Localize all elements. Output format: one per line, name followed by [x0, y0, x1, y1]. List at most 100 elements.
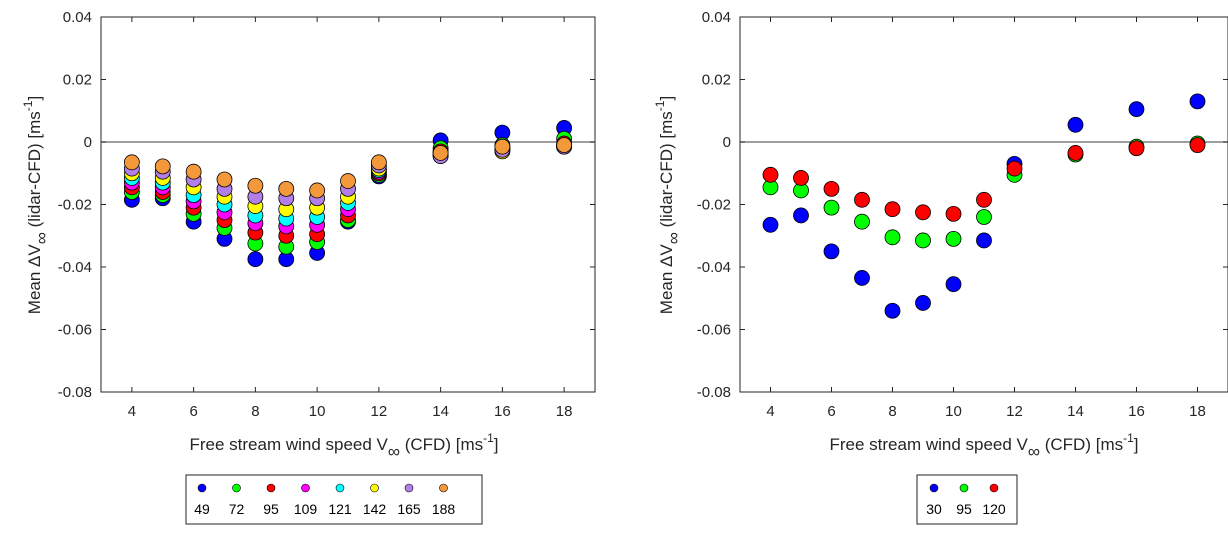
x-tick-label: 18	[556, 403, 573, 420]
y-axis-label: Mean ΔV∞ (lidar-CFD) [ms-1]	[21, 96, 51, 314]
x-tick-label: 16	[1128, 403, 1145, 420]
series-120	[762, 137, 1206, 222]
y-tick-label: 0.02	[702, 72, 731, 89]
data-point	[915, 295, 931, 311]
x-tick-label: 8	[888, 403, 896, 420]
data-point	[915, 204, 931, 221]
data-point	[823, 199, 840, 216]
data-point	[1189, 93, 1206, 110]
data-point	[432, 145, 449, 161]
data-point	[494, 138, 511, 155]
data-point	[823, 243, 840, 260]
data-point	[884, 229, 901, 246]
x-tick-label: 12	[371, 403, 388, 420]
y-tick-label: -0.08	[58, 384, 92, 401]
data-point	[123, 154, 140, 171]
data-point	[854, 213, 870, 230]
legend-marker	[929, 483, 939, 493]
legend-marker	[301, 483, 310, 493]
data-point	[556, 137, 573, 154]
legend-label: 95	[956, 501, 972, 517]
legend-marker	[404, 483, 414, 493]
data-point	[793, 207, 809, 224]
legend-label: 142	[363, 501, 387, 517]
x-tick-label: 14	[1067, 403, 1084, 420]
x-tick-label: 6	[827, 403, 835, 420]
y-tick-label: -0.06	[697, 322, 731, 339]
data-point	[1128, 140, 1145, 157]
x-tick-label: 4	[766, 403, 774, 420]
x-tick-label: 16	[494, 403, 511, 420]
legend-label: 49	[194, 501, 210, 517]
data-point	[945, 230, 962, 247]
x-tick-label: 10	[309, 403, 326, 420]
legend-label: 165	[397, 501, 421, 517]
legend-marker	[197, 483, 207, 493]
data-point	[762, 166, 779, 183]
x-axis-label: Free stream wind speed V∞ (CFD) [ms-1]	[829, 431, 1138, 461]
data-point	[154, 158, 171, 175]
legend: 30 95 120	[916, 474, 1018, 525]
y-axis-label: Mean ΔV∞ (lidar-CFD) [ms-1]	[653, 96, 683, 314]
y-tick-label: 0.04	[702, 9, 731, 26]
data-point	[309, 182, 326, 199]
y-tick-label: 0.02	[63, 72, 92, 89]
data-point	[793, 170, 809, 186]
y-tick-label: -0.02	[697, 197, 731, 214]
data-point	[216, 171, 233, 188]
chart-2: 4 6 8 10 12 14 16 18 -0.08 -0.06 -0.04 -0.02 0 0.02 0.…	[653, 9, 1228, 525]
chart-1: 4 6 8 10 12 14 16 18 -0.08 -0.06 -0.04 -0.02 0 0.02 0.…	[21, 9, 596, 525]
data-point	[762, 216, 779, 233]
x-tick-label: 10	[945, 403, 962, 420]
data-point	[854, 270, 870, 286]
x-tick-label: 18	[1189, 403, 1206, 420]
data-point	[976, 191, 992, 208]
x-tick-label: 12	[1006, 403, 1023, 420]
y-tick-label: -0.08	[697, 384, 731, 401]
data-point	[247, 177, 264, 194]
x-tick-label: 8	[251, 403, 259, 420]
legend-marker	[989, 483, 999, 493]
data-point	[1189, 137, 1206, 154]
legend-label: 188	[432, 501, 456, 517]
legend-marker	[959, 483, 969, 493]
legend-label: 30	[926, 501, 942, 517]
legend-label: 120	[982, 501, 1006, 517]
data-point	[976, 209, 992, 225]
legend-label: 95	[263, 501, 279, 517]
data-point	[370, 154, 387, 171]
data-point	[915, 232, 931, 249]
legend: 49 72 95 109 121 142 165 188	[185, 474, 483, 525]
y-tick-label: 0	[723, 134, 731, 151]
data-point	[1067, 145, 1084, 161]
x-tick-label: 4	[128, 403, 136, 420]
data-point	[247, 251, 264, 268]
y-tick-label: -0.04	[697, 259, 731, 276]
y-tick-label: -0.04	[58, 259, 92, 276]
legend-marker	[439, 483, 448, 493]
x-tick-label: 14	[432, 403, 449, 420]
legend-label: 121	[328, 501, 352, 517]
data-point	[884, 201, 901, 218]
data-point	[1067, 116, 1084, 133]
x-tick-label: 6	[189, 403, 197, 420]
data-point	[1006, 160, 1023, 177]
data-point	[884, 302, 901, 319]
data-point	[823, 180, 840, 197]
data-point	[185, 163, 202, 180]
y-tick-label: -0.02	[58, 197, 92, 214]
legend-marker	[335, 483, 345, 493]
legend-box	[916, 474, 1018, 525]
y-tick-label: -0.06	[58, 322, 92, 339]
data-point	[976, 232, 992, 249]
data-point	[854, 191, 870, 208]
data-point	[1128, 101, 1145, 118]
legend-marker	[266, 483, 276, 493]
data-point	[945, 276, 962, 293]
legend-label: 72	[229, 501, 245, 517]
legend-label: 109	[294, 501, 318, 517]
y-tick-label: 0.04	[63, 9, 92, 26]
legend-box	[185, 474, 483, 525]
legend-marker	[232, 483, 241, 493]
